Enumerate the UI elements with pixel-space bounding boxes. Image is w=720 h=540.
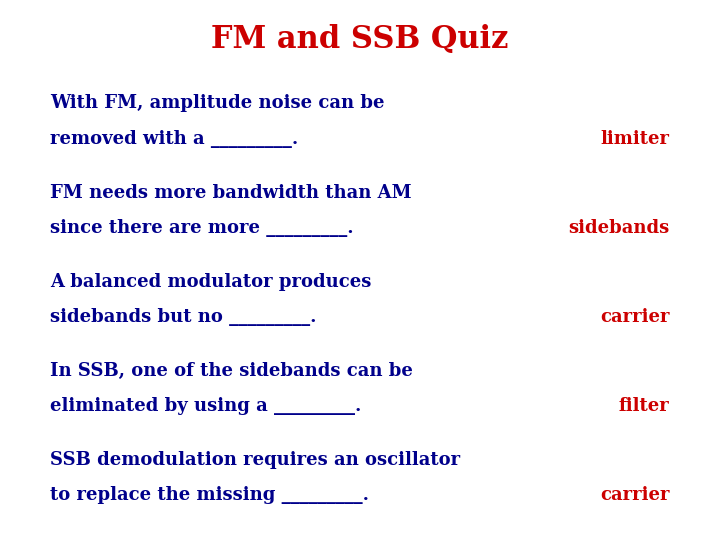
Text: With FM, amplitude noise can be: With FM, amplitude noise can be (50, 94, 385, 112)
Text: sidebands: sidebands (568, 219, 670, 237)
Text: FM needs more bandwidth than AM: FM needs more bandwidth than AM (50, 184, 412, 201)
Text: carrier: carrier (600, 486, 670, 504)
Text: limiter: limiter (600, 130, 670, 147)
Text: to replace the missing _________.: to replace the missing _________. (50, 486, 369, 504)
Text: carrier: carrier (600, 308, 670, 326)
Text: A balanced modulator produces: A balanced modulator produces (50, 273, 372, 291)
Text: since there are more _________.: since there are more _________. (50, 219, 354, 237)
Text: filter: filter (619, 397, 670, 415)
Text: sidebands but no _________.: sidebands but no _________. (50, 308, 317, 326)
Text: eliminated by using a _________.: eliminated by using a _________. (50, 397, 361, 415)
Text: FM and SSB Quiz: FM and SSB Quiz (211, 24, 509, 55)
Text: In SSB, one of the sidebands can be: In SSB, one of the sidebands can be (50, 362, 413, 380)
Text: SSB demodulation requires an oscillator: SSB demodulation requires an oscillator (50, 451, 461, 469)
Text: removed with a _________.: removed with a _________. (50, 130, 299, 147)
